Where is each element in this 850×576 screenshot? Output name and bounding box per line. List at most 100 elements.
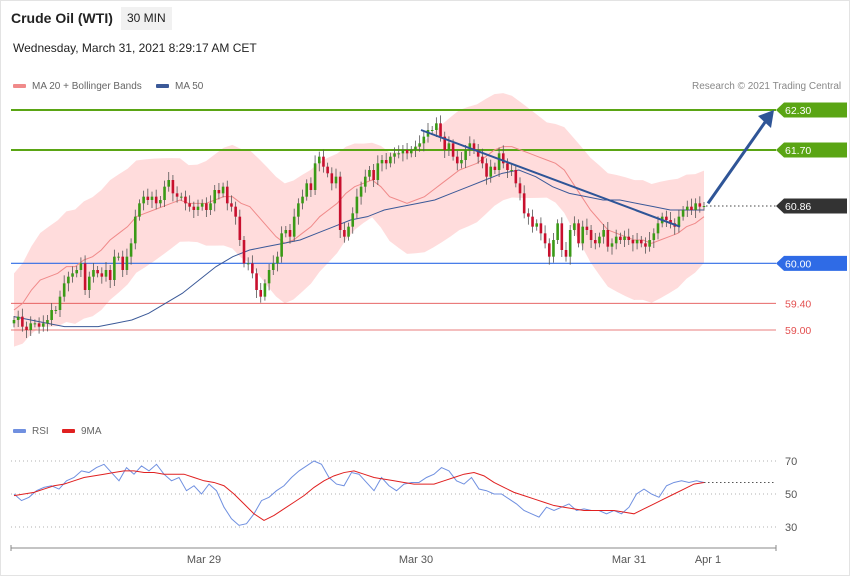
candle-body	[171, 180, 175, 194]
price-levels	[11, 109, 776, 331]
candle-body	[506, 163, 509, 170]
candle-body	[685, 206, 689, 210]
candle-body	[531, 216, 534, 227]
candle-body	[276, 256, 279, 264]
candle-body	[439, 123, 442, 137]
candle-body	[209, 203, 212, 210]
candle-body	[656, 223, 660, 234]
candle-body	[539, 223, 543, 234]
candle-body	[309, 183, 313, 190]
candle-body	[246, 263, 250, 265]
candle-body	[50, 310, 53, 320]
price-level-labels: 62.30 61.70 60.86 60.00 59.40 59.00	[776, 102, 847, 337]
candle-body	[702, 206, 706, 207]
level-tag	[776, 255, 847, 271]
candle-body	[184, 196, 187, 204]
candle-body	[363, 176, 367, 187]
candle-body	[694, 203, 697, 210]
candle-body	[330, 173, 334, 184]
candle-body	[690, 206, 693, 210]
candle-body	[150, 196, 154, 200]
level-label: 59.40	[785, 298, 811, 310]
candle-body	[564, 250, 568, 257]
candle-body	[648, 240, 651, 247]
timeframe-badge[interactable]: 30 MIN	[121, 7, 172, 30]
candle-body	[234, 206, 237, 217]
candle-body	[175, 193, 179, 197]
candle-body	[54, 310, 58, 311]
candle-body	[163, 186, 166, 200]
candle-body	[380, 160, 384, 164]
candle-body	[430, 130, 434, 131]
candle-body	[698, 203, 702, 207]
candle-body	[79, 263, 83, 270]
candle-body	[238, 216, 242, 240]
candle-body	[334, 176, 338, 184]
candle-body	[113, 256, 116, 280]
candle-body	[585, 226, 589, 230]
candle-body	[589, 230, 593, 240]
candle-body	[313, 163, 317, 190]
candle-body	[623, 236, 626, 240]
candle-body	[96, 270, 99, 274]
candle-body	[213, 190, 217, 204]
candle-body	[104, 270, 108, 277]
rsi-swatch-icon	[13, 429, 26, 434]
rsi-ma-line	[13, 470, 705, 521]
rsi-tick-label: 50	[785, 489, 797, 501]
rsi-panel: 30 50 70	[11, 456, 797, 534]
candle-body	[556, 223, 559, 240]
candle-body	[83, 263, 87, 290]
level-tag	[776, 198, 847, 214]
candle-body	[46, 320, 49, 324]
candle-body	[573, 223, 576, 230]
legend-rsi-label: RSI	[32, 426, 49, 437]
candle-body	[297, 203, 300, 217]
candle-body	[593, 240, 597, 244]
candle-body	[159, 200, 162, 204]
candle-body	[401, 150, 405, 154]
candle-body	[200, 203, 204, 207]
candle-body	[393, 153, 396, 157]
candle-body	[598, 236, 601, 244]
candle-body	[409, 150, 413, 154]
moving-averages	[13, 146, 705, 328]
candle-body	[547, 243, 551, 257]
candle-body	[338, 176, 342, 230]
candle-body	[485, 163, 488, 177]
candle-body	[414, 146, 417, 150]
candle-body	[121, 256, 125, 270]
level-label: 60.00	[785, 258, 811, 270]
candle-body	[455, 156, 459, 164]
candle-body	[510, 170, 513, 171]
candle-body	[552, 240, 555, 257]
chart-datetime: Wednesday, March 31, 2021 8:29:17 AM CET	[13, 41, 257, 55]
candle-body	[522, 193, 526, 214]
time-axis: Mar 29 Mar 30 Mar 31 Apr 1	[10, 545, 777, 566]
candle-body	[25, 326, 28, 330]
candle-body	[497, 153, 501, 170]
credit-text: Research © 2021 Trading Central	[692, 81, 842, 92]
candle-body	[280, 233, 283, 257]
time-tick-label: Mar 29	[187, 554, 221, 566]
candle-body	[581, 226, 585, 244]
candle-body	[514, 170, 518, 184]
legend-ma20: MA 20 + Bollinger Bands	[13, 81, 142, 92]
candle-body	[41, 323, 45, 327]
candle-body	[501, 153, 505, 164]
legend-rsi-ma: 9MA	[62, 426, 102, 437]
legend-ma20-label: MA 20 + Bollinger Bands	[32, 81, 142, 92]
candle-body	[108, 270, 112, 280]
candle-body	[317, 156, 321, 164]
candle-body	[92, 270, 95, 277]
level-tag	[776, 102, 847, 118]
rsi-tick-label: 70	[785, 456, 797, 468]
candle-body	[472, 143, 476, 150]
time-tick-label: Mar 30	[399, 554, 433, 566]
candle-body	[21, 316, 24, 327]
legend-ma50-label: MA 50	[175, 81, 204, 92]
candle-body	[665, 216, 668, 220]
candle-body	[263, 283, 267, 297]
candle-body	[460, 160, 463, 164]
